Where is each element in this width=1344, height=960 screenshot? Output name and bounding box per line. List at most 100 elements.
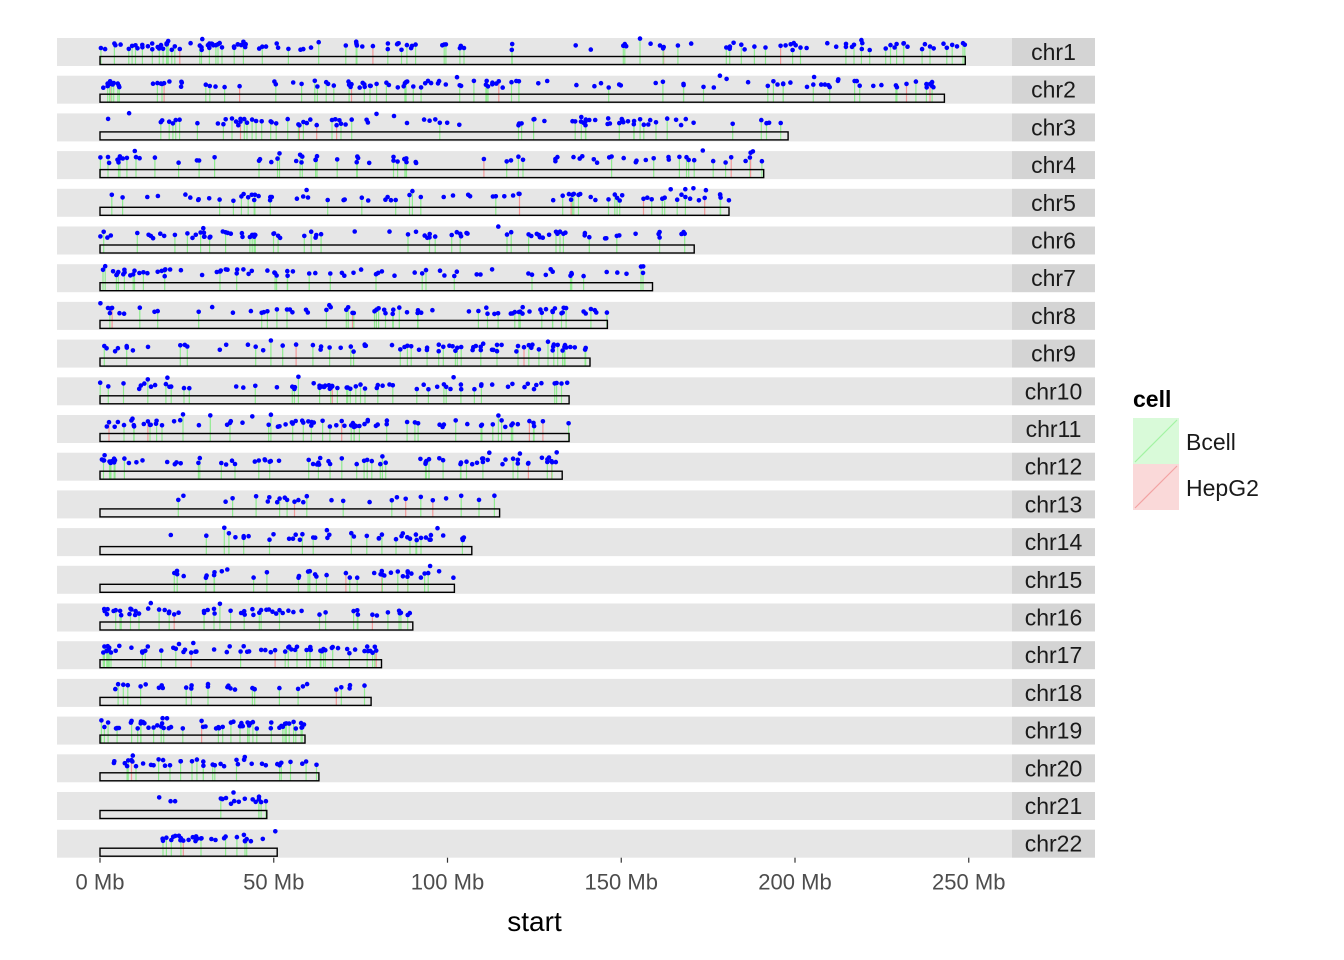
- peak-point: [407, 192, 412, 198]
- peak-point: [149, 41, 155, 46]
- peak-point: [354, 461, 360, 467]
- peak-point: [415, 310, 420, 316]
- peak-point: [244, 120, 250, 125]
- peak-point: [268, 458, 274, 464]
- peak-point: [349, 117, 355, 122]
- peak-point: [253, 344, 258, 350]
- peak-point: [351, 608, 356, 614]
- peak-point: [130, 759, 135, 764]
- peak-point: [199, 718, 204, 724]
- peak-point: [293, 418, 299, 424]
- peak-point: [135, 230, 140, 236]
- peak-point: [480, 459, 486, 465]
- peak-point: [385, 194, 390, 200]
- peak-point: [272, 270, 277, 275]
- strip-label-chr19: chr19: [1025, 718, 1083, 744]
- peak-point: [637, 117, 643, 122]
- peak-point: [358, 382, 363, 387]
- peak-point: [136, 611, 142, 616]
- peak-point: [234, 834, 240, 840]
- peak-point: [105, 720, 111, 725]
- peak-point: [308, 117, 313, 122]
- peak-point: [405, 232, 411, 237]
- peak-point: [298, 47, 303, 52]
- peak-point: [256, 193, 261, 199]
- peak-point: [308, 229, 314, 234]
- peak-point: [487, 450, 492, 456]
- peak-point: [251, 575, 256, 580]
- peak-point: [517, 451, 523, 456]
- peak-point: [230, 496, 235, 501]
- peak-point: [500, 85, 506, 90]
- peak-point: [195, 836, 200, 841]
- peak-point: [163, 381, 169, 387]
- chromosome-panel-chr6: chr6: [57, 224, 1095, 255]
- peak-point: [465, 421, 470, 427]
- peak-point: [216, 724, 221, 730]
- peak-point: [334, 122, 339, 128]
- peak-point: [724, 76, 729, 82]
- peak-point: [299, 608, 304, 614]
- peak-point: [215, 121, 221, 126]
- peak-point: [399, 47, 404, 53]
- peak-point: [480, 456, 486, 461]
- peak-point: [273, 121, 279, 126]
- peak-point: [155, 80, 160, 86]
- peak-point: [201, 763, 206, 768]
- peak-point: [249, 268, 255, 274]
- peak-point: [688, 41, 694, 46]
- peak-point: [515, 343, 521, 349]
- peak-point: [140, 42, 145, 48]
- peak-point: [510, 421, 515, 426]
- peak-point: [310, 461, 316, 467]
- peak-point: [355, 155, 361, 161]
- peak-point: [242, 838, 248, 844]
- peak-point: [102, 644, 107, 649]
- peak-point: [388, 570, 394, 575]
- peak-point: [296, 497, 301, 503]
- peak-point: [726, 198, 732, 203]
- peak-point: [515, 421, 521, 427]
- peak-point: [194, 757, 200, 762]
- peak-point: [745, 79, 751, 85]
- peak-point: [299, 81, 304, 87]
- peak-point: [316, 39, 322, 45]
- peak-point: [210, 762, 215, 767]
- peak-point: [578, 119, 584, 124]
- peak-point: [162, 763, 168, 768]
- peak-point: [186, 837, 191, 843]
- peak-point: [334, 687, 339, 692]
- panel-background: [57, 264, 1012, 293]
- peak-point: [645, 195, 650, 200]
- peak-points: [99, 450, 559, 467]
- peak-point: [739, 42, 744, 47]
- chromosome-panel-chr21: chr21: [57, 790, 1095, 820]
- peak-point: [234, 271, 239, 276]
- peak-points: [101, 73, 936, 90]
- peak-point: [954, 44, 960, 49]
- strip-label-chr22: chr22: [1025, 831, 1083, 857]
- peak-point: [251, 197, 257, 203]
- peak-points: [160, 829, 278, 844]
- peak-point: [691, 186, 696, 191]
- peak-point: [390, 311, 396, 317]
- peak-point: [675, 43, 681, 48]
- peak-point: [546, 232, 552, 238]
- peak-point: [219, 45, 225, 50]
- peak-point: [347, 575, 353, 580]
- peak-point: [295, 686, 301, 692]
- peak-point: [275, 424, 281, 430]
- peak-point: [457, 231, 463, 237]
- peak-point: [183, 685, 189, 690]
- peak-point: [173, 117, 178, 123]
- peak-point: [783, 43, 788, 48]
- peak-point: [638, 264, 644, 269]
- peak-point: [176, 610, 181, 615]
- peak-point: [310, 342, 316, 348]
- chromosome-panel-chr12: chr12: [57, 450, 1095, 481]
- peak-point: [631, 121, 637, 127]
- peak-point: [218, 761, 223, 767]
- x-tick-label: 200 Mb: [758, 870, 831, 895]
- peak-point: [480, 341, 486, 347]
- peak-point: [664, 116, 670, 121]
